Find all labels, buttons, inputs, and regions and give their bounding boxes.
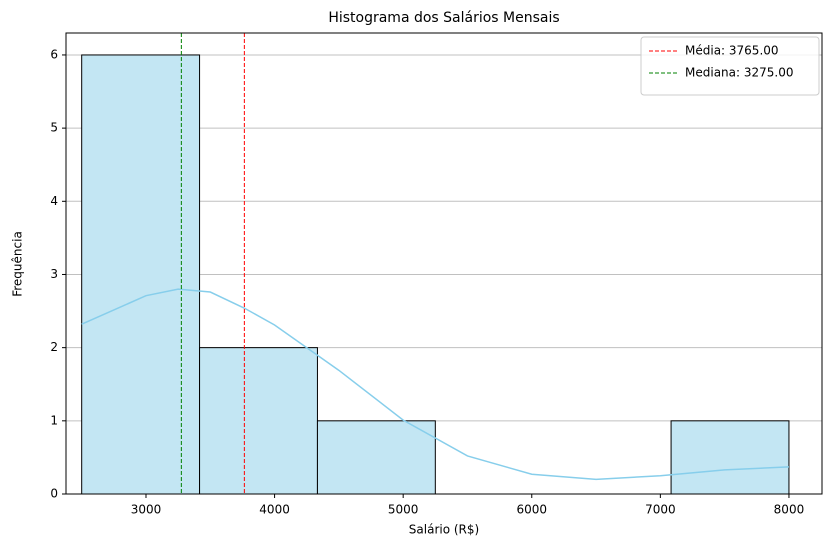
x-tick-label: 4000 [259,503,290,517]
legend-label: Mediana: 3275.00 [685,66,793,80]
y-tick-label: 3 [50,267,58,281]
x-tick-label: 8000 [774,503,805,517]
histogram-bar [670,420,790,495]
y-tick-label: 0 [50,487,58,501]
x-tick-label: 7000 [645,503,676,517]
legend-box [640,36,820,96]
histogram-bar [81,54,201,495]
y-tick-label: 1 [50,413,58,427]
histogram-bar [199,347,318,495]
y-tick-label: 2 [50,340,58,354]
x-axis-label: Salário (R$) [409,523,479,537]
x-tick-label: 3000 [131,503,162,517]
y-axis-label: Frequência [11,231,25,297]
chart-title: Histograma dos Salários Mensais [328,10,559,26]
y-tick-label: 4 [50,194,58,208]
y-tick-label: 5 [50,121,58,135]
x-tick-label: 5000 [388,503,419,517]
histogram-bar [316,420,436,495]
legend-label: Média: 3765.00 [685,44,779,58]
y-tick-label: 6 [50,47,58,61]
kde-line [81,288,789,481]
plot-frame [65,32,823,495]
x-tick-label: 6000 [516,503,547,517]
